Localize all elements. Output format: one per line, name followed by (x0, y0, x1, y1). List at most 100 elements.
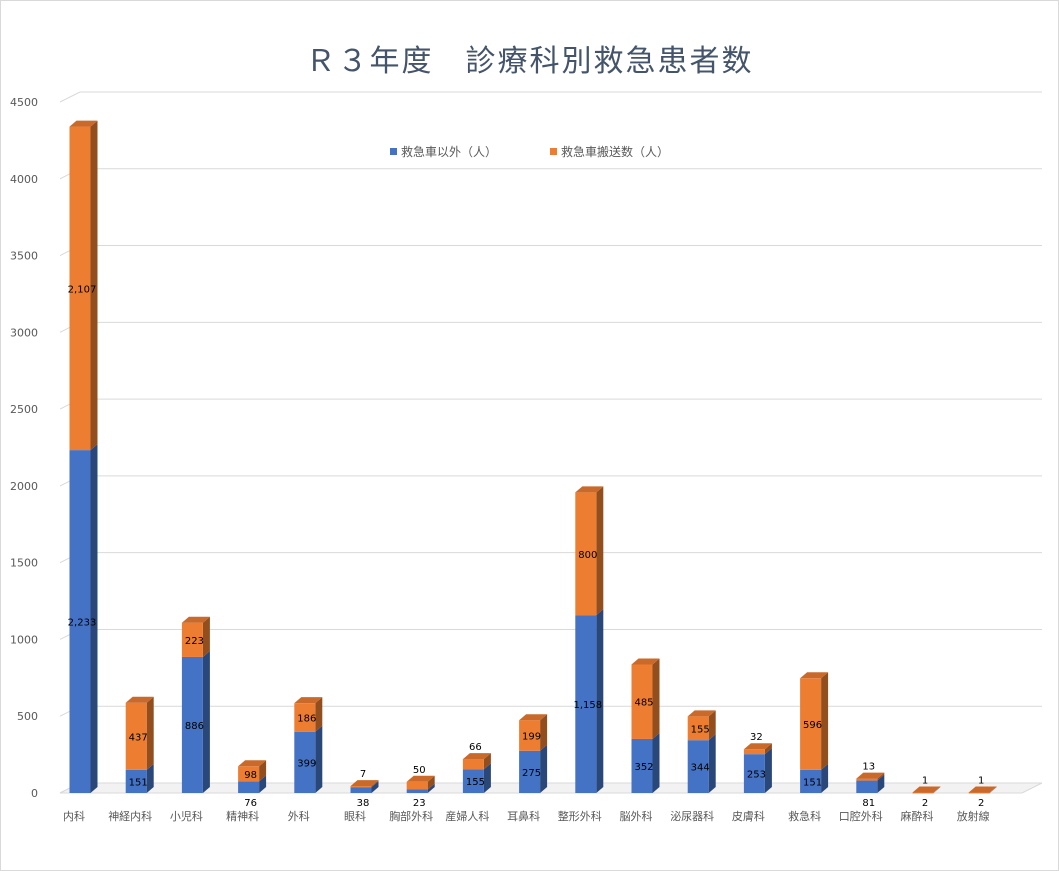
bar-segment (687, 734, 716, 793)
data-label: 2,107 (68, 284, 97, 295)
bar-top (238, 760, 267, 767)
bar-side (315, 725, 323, 793)
data-label: 1 (922, 776, 928, 787)
bar-segment (968, 786, 997, 794)
bar-side (989, 786, 997, 793)
y-tick-label: 4000 (10, 173, 38, 186)
x-tick-label: 皮膚科 (732, 809, 765, 823)
y-tick-label: 4500 (10, 96, 38, 109)
bar-front (350, 787, 372, 793)
x-tick-label: 泌尿器科 (670, 809, 714, 823)
y-tick-label: 500 (17, 710, 38, 723)
bar-segment (294, 697, 323, 732)
bar-front (575, 615, 597, 793)
bar-top (519, 714, 548, 721)
y-tick-label: 1500 (10, 557, 38, 570)
bar-side (371, 781, 379, 793)
bar-top (800, 672, 829, 679)
y-tick-label: 0 (31, 787, 38, 800)
x-tick-label: 麻酔科 (901, 809, 934, 823)
bar-front (800, 769, 822, 793)
bar-side (371, 780, 379, 788)
bar-top (294, 697, 323, 704)
bar-segment (125, 763, 154, 793)
data-label: 66 (469, 742, 482, 753)
data-label: 485 (634, 698, 653, 709)
data-label: 32 (750, 732, 763, 743)
x-tick-label: 救急科 (788, 809, 821, 823)
data-label: 253 (747, 770, 766, 781)
bar-side (652, 732, 660, 793)
bar-front (69, 126, 91, 451)
bar-front (350, 786, 372, 788)
legend-label: 救急車以外（人） (401, 144, 497, 159)
data-label: 2 (922, 798, 928, 809)
bar-top (125, 696, 154, 703)
data-label: 199 (522, 731, 541, 742)
gridline-slant (59, 91, 81, 103)
bar-side (708, 710, 716, 741)
data-label: 13 (862, 762, 875, 773)
bar-side (259, 760, 267, 782)
bar-segment (800, 672, 829, 770)
bar-side (427, 783, 435, 793)
x-tick-label: 脳外科 (620, 809, 653, 823)
bar-side (933, 786, 941, 793)
bar-segment (856, 772, 885, 781)
x-tick-label: 整形外科 (558, 809, 602, 823)
data-label: 38 (357, 798, 370, 809)
legend-swatch (550, 148, 557, 155)
bar-top (912, 786, 941, 793)
bar-side (764, 748, 772, 793)
bar-segment (406, 783, 435, 793)
x-tick-label: 内科 (63, 809, 85, 823)
x-tick-label: 神経内科 (108, 809, 152, 823)
bar-side (933, 786, 941, 793)
bar-segment (462, 763, 491, 793)
bar-top (968, 786, 997, 793)
bar-side (708, 734, 716, 793)
bar-side (315, 697, 323, 732)
bar-front (69, 450, 91, 793)
data-label: 81 (862, 798, 875, 809)
bar-segment (238, 760, 267, 782)
y-tick-label: 3000 (10, 326, 38, 339)
bar-top (743, 743, 772, 750)
bar-front (631, 738, 653, 793)
bar-segment (69, 120, 98, 451)
data-label: 886 (185, 721, 204, 732)
bar-segment (800, 763, 829, 793)
data-label: 23 (413, 798, 426, 809)
bar-side (652, 658, 660, 739)
bar-front (406, 789, 428, 793)
bar-side (821, 763, 829, 793)
legend-swatch (390, 148, 397, 155)
x-tick-label: 口腔外科 (839, 809, 883, 823)
bar-segment (912, 786, 941, 794)
bar-front (856, 778, 878, 781)
bar-side (877, 772, 885, 781)
bar-side (90, 444, 98, 793)
bar-side (90, 120, 98, 451)
data-label: 151 (129, 777, 148, 788)
bar-segment (575, 486, 604, 616)
bar-top (856, 772, 885, 779)
bar-front (181, 656, 203, 793)
bar-side (146, 696, 154, 770)
bar-segment (575, 609, 604, 793)
bar-segment (350, 780, 379, 788)
bar-front (687, 716, 709, 741)
bar-segment (631, 658, 660, 739)
bar-front (406, 781, 428, 790)
data-label: 352 (634, 762, 653, 773)
data-label: 1 (978, 776, 984, 787)
bar-segment (181, 650, 210, 793)
bar-front (238, 781, 260, 793)
bar-side (427, 775, 435, 790)
data-label: 98 (244, 770, 257, 781)
x-tick-label: 耳鼻科 (507, 809, 540, 823)
chart-title: Ｒ３年度 診療科別救急患者数 (305, 44, 754, 79)
bar-front (181, 622, 203, 657)
bar-top (69, 120, 98, 127)
